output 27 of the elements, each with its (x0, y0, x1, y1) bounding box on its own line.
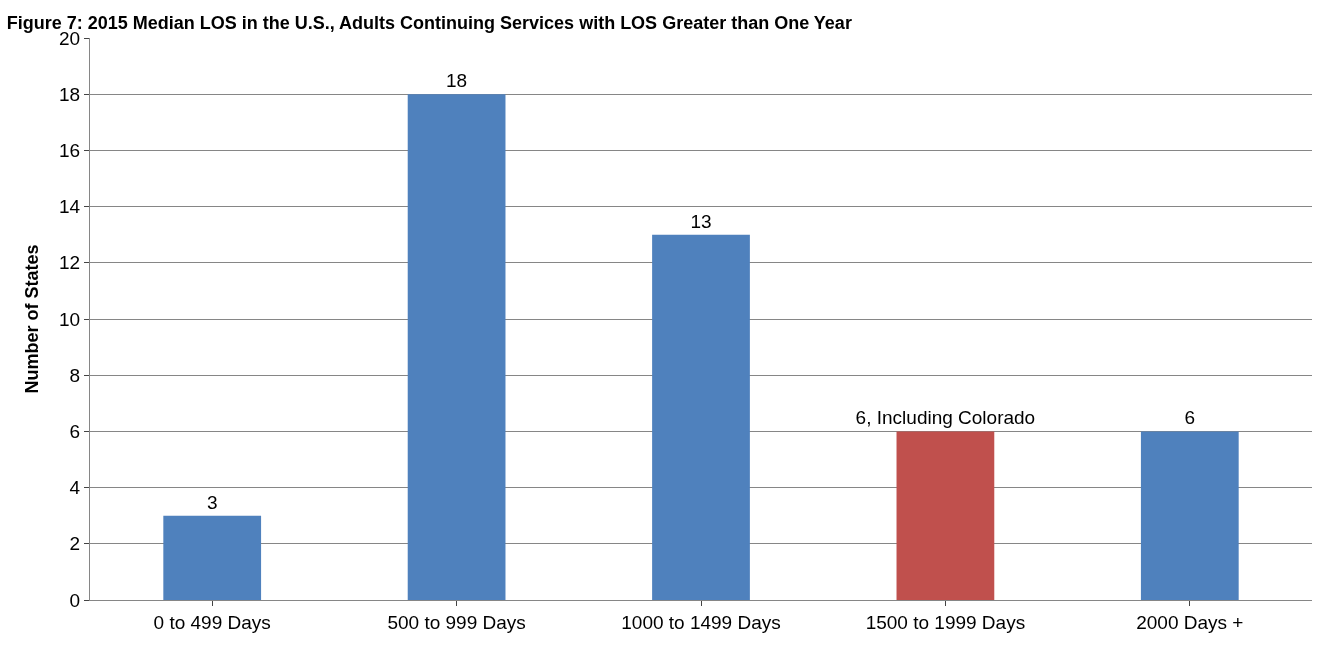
y-axis-title: Number of States (22, 244, 43, 394)
y-tick-label: 4 (69, 477, 81, 499)
y-tick-label: 16 (59, 140, 81, 162)
y-tick-label: 14 (59, 196, 81, 218)
bar (163, 515, 262, 600)
data-label: 6 (1184, 407, 1196, 429)
bar (1140, 431, 1239, 600)
bar (896, 431, 995, 600)
x-tick-label: 1500 to 1999 Days (865, 611, 1026, 633)
data-label: 18 (446, 70, 468, 92)
y-tick-label: 8 (69, 364, 81, 386)
data-label: 3 (206, 491, 218, 513)
chart-title: Figure 7: 2015 Median LOS in the U.S., Adults Continuing Services with LOS Greater than One Year (6, 12, 852, 33)
x-tick-label: 1000 to 1499 Days (621, 611, 781, 633)
bar (407, 94, 506, 600)
data-label: 6, Including Colorado (855, 407, 1036, 429)
y-tick-label: 0 (69, 589, 81, 611)
y-tick-label: 6 (69, 421, 81, 443)
y-tick-label: 10 (59, 308, 81, 330)
x-tick-label: 0 to 499 Days (153, 611, 271, 633)
x-tick-label: 2000 Days + (1136, 611, 1244, 633)
y-tick-label: 18 (59, 83, 81, 105)
y-tick-label: 12 (59, 252, 81, 274)
data-label: 13 (690, 210, 712, 232)
bar (652, 234, 750, 600)
y-tick-label: 2 (69, 533, 81, 555)
x-tick-label: 500 to 999 Days (387, 611, 526, 633)
